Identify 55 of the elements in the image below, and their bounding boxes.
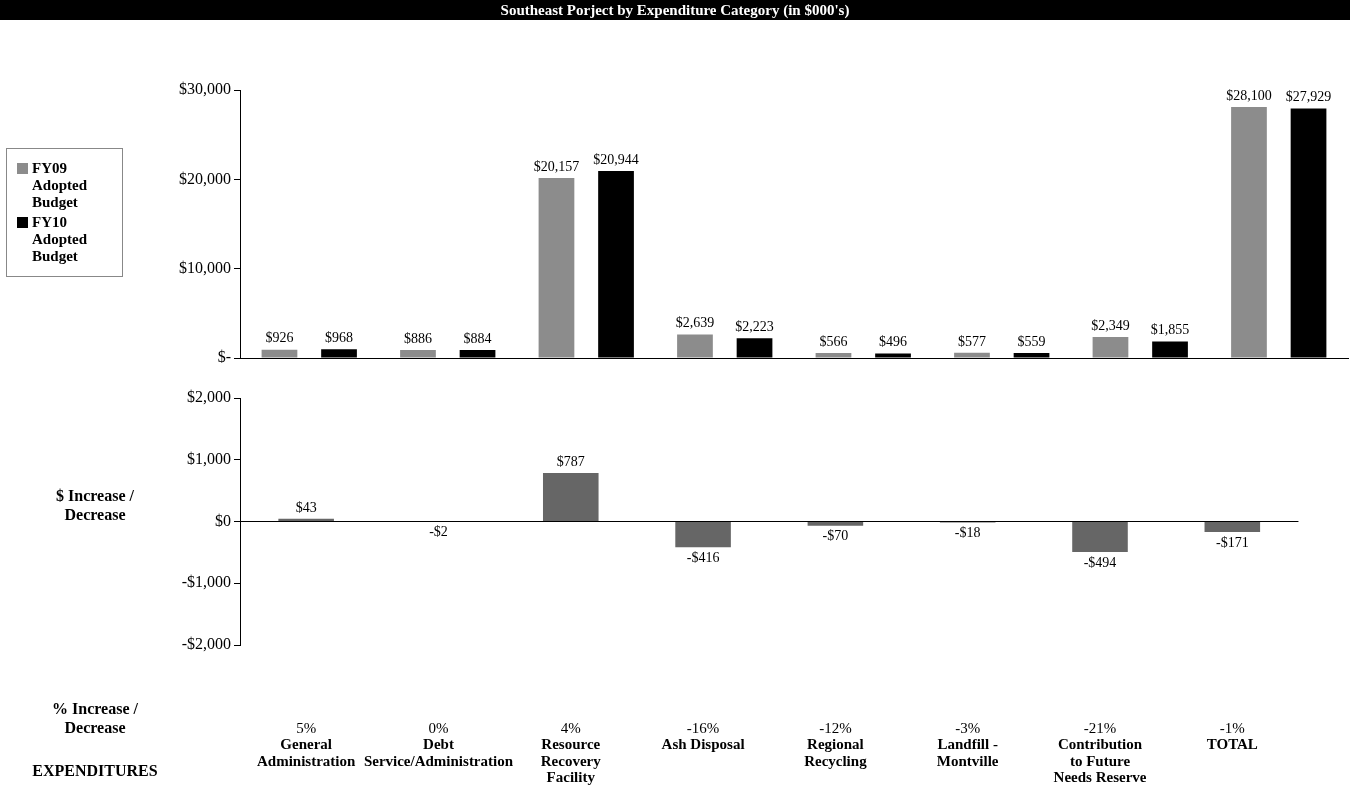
data-label: -$2 bbox=[429, 524, 448, 540]
data-label: $2,349 bbox=[1091, 317, 1130, 333]
text: -3% bbox=[955, 719, 981, 736]
x-tick-label: Resource Recovery Facility bbox=[540, 736, 602, 786]
x-tick-label: TOTAL bbox=[1206, 736, 1258, 753]
data-label: $1,855 bbox=[1150, 322, 1190, 338]
data-label: $787 bbox=[556, 453, 585, 469]
data-label: $2,639 bbox=[675, 315, 715, 331]
data-label: $496 bbox=[879, 334, 908, 350]
data-label: $559 bbox=[1017, 333, 1046, 349]
y-tick-label: $- bbox=[217, 348, 231, 366]
data-label: -$416 bbox=[686, 549, 720, 565]
data-label: $884 bbox=[463, 330, 492, 346]
data-label: -$494 bbox=[1083, 554, 1117, 570]
text: -12% bbox=[819, 719, 852, 736]
x-tick-label: Contribution to Future Needs Reserve bbox=[1053, 736, 1147, 786]
x-tick-label: Debt Service/Administration bbox=[363, 736, 514, 769]
data-label: -$171 bbox=[1215, 534, 1249, 550]
y-axis-title: $ Increase / Decrease bbox=[56, 487, 135, 524]
text: -21% bbox=[1083, 719, 1117, 736]
y-tick-label: -$2,000 bbox=[181, 635, 231, 653]
y-tick-label: -$1,000 bbox=[181, 573, 231, 591]
data-label: $27,929 bbox=[1285, 89, 1332, 105]
legend-label: FY10 Adopted Budget bbox=[32, 214, 88, 265]
y-tick-label: $30,000 bbox=[179, 80, 231, 98]
data-label: $2,223 bbox=[735, 318, 774, 334]
x-tick-label: General Administration bbox=[256, 736, 356, 769]
y-tick-label: $2,000 bbox=[187, 388, 231, 406]
data-label: $20,157 bbox=[533, 158, 580, 174]
data-label: $20,944 bbox=[593, 151, 639, 167]
text: -1% bbox=[1219, 719, 1245, 736]
data-label: -$18 bbox=[954, 525, 981, 541]
data-label: $577 bbox=[957, 333, 986, 349]
data-label: $886 bbox=[403, 330, 432, 346]
data-label: $43 bbox=[295, 499, 317, 515]
text: 0% bbox=[428, 719, 449, 736]
data-label: $566 bbox=[819, 333, 848, 349]
x-tick-label: Landfill - Montville bbox=[936, 736, 999, 769]
x-tick-label: Ash Disposal bbox=[661, 736, 745, 753]
chart-title: Southeast Porject by Expenditure Category (in $000's) bbox=[0, 0, 1350, 20]
data-label: $968 bbox=[325, 330, 354, 346]
data-label: $28,100 bbox=[1226, 87, 1272, 103]
y-tick-label: $1,000 bbox=[187, 449, 231, 467]
x-tick-label: Regional Recycling bbox=[804, 736, 868, 769]
text: % Increase / Decrease bbox=[52, 699, 139, 736]
text: 4% bbox=[560, 719, 581, 736]
legend-label: FY09 Adopted Budget bbox=[32, 160, 88, 211]
text: -16% bbox=[686, 719, 720, 736]
y-tick-label: $0 bbox=[215, 511, 231, 529]
y-tick-label: $10,000 bbox=[179, 258, 231, 276]
text: 5% bbox=[296, 719, 317, 736]
data-label: $926 bbox=[265, 330, 294, 346]
y-tick-label: $20,000 bbox=[179, 169, 231, 187]
text: EXPENDITURES bbox=[32, 762, 158, 780]
data-label: -$70 bbox=[822, 528, 849, 544]
